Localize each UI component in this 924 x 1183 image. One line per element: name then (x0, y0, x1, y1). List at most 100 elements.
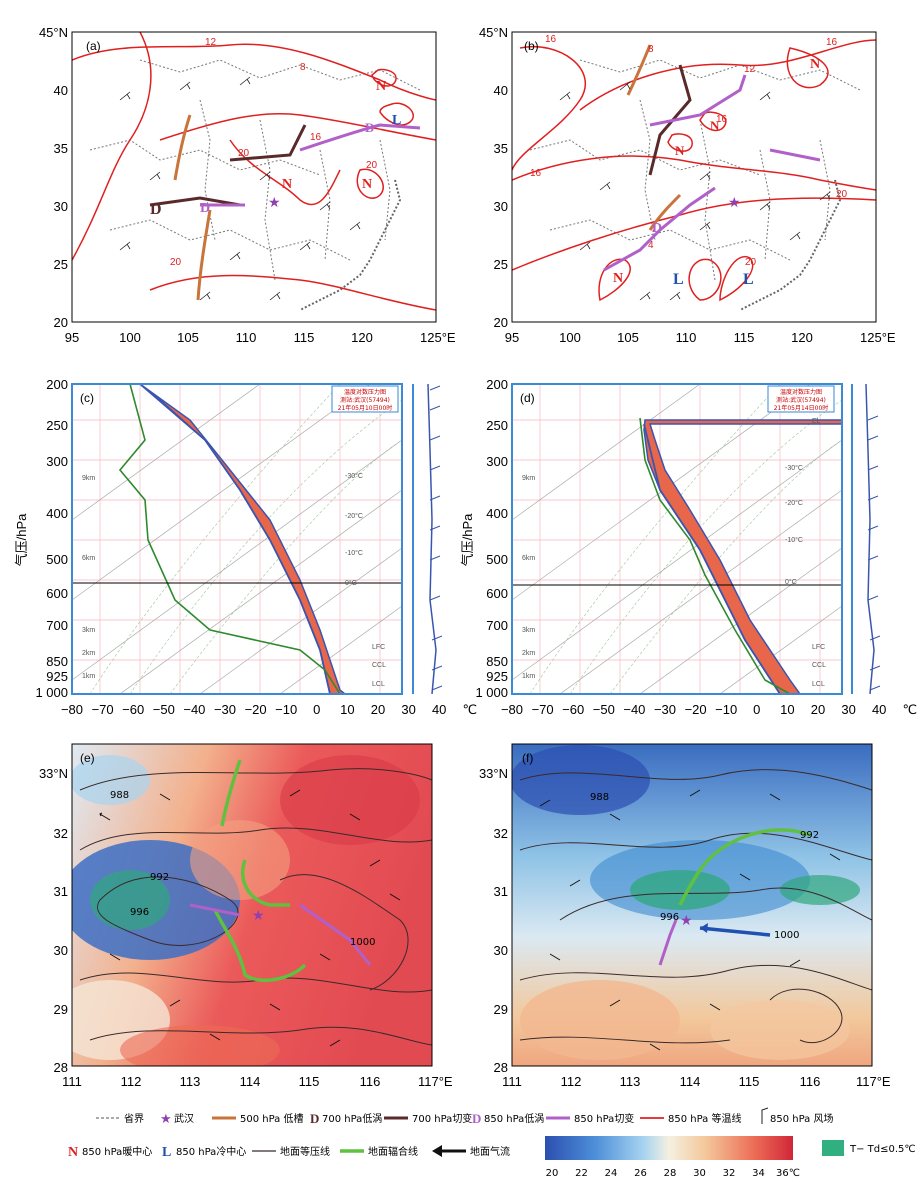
panel-b-lat-ticks: 45°N 40 35 30 25 20 (479, 25, 508, 330)
pressure-tick: 200 (46, 377, 68, 392)
colorbar-tick: 32 (723, 1168, 736, 1179)
panel-a-lon-ticks: 95 100 105 110 115 120 125°E (65, 330, 456, 345)
isobar-label: 988 (590, 792, 609, 803)
height-mark: 9km (82, 475, 95, 482)
shear-850-b2 (769, 148, 821, 162)
level-mark: CCL (812, 662, 826, 669)
lat-tick: 29 (494, 1002, 508, 1017)
warm-center-a1: N (282, 177, 292, 192)
lat-tick: 30 (54, 199, 68, 214)
convergence-line-e3 (213, 909, 307, 982)
panel-a-map: D D D N N N L ★ 12 8 16 20 20 20 (39, 25, 456, 345)
panel-b-map: D N N N N L L ★ 16 8 12 16 16 20 4 20 16 (479, 25, 896, 345)
height-mark: 9km (522, 475, 535, 482)
isobar-label: 1000 (350, 937, 375, 948)
legend-vortex700-symbol: D (310, 1111, 319, 1126)
lat-tick: 29 (54, 1002, 68, 1017)
pressure-tick: 700 (46, 618, 68, 633)
lon-tick: 111 (502, 1074, 522, 1089)
pressure-tick: 1 000 (475, 685, 508, 700)
panel-d-temp-ticks: −80 −70 −60 −50 −40 −30 −20 −10 0 10 20 30 40 ℃ (501, 702, 917, 717)
lon-tick: 125°E (420, 330, 456, 345)
isobar-label: 1000 (774, 930, 799, 941)
lat-tick: 28 (494, 1060, 508, 1075)
shear-850-e (299, 903, 372, 966)
panel-c-ylabel: 气压/hPa (14, 513, 29, 567)
lat-tick: 30 (494, 199, 508, 214)
height-mark: 2km (522, 650, 535, 657)
isotherm-label: 8 (648, 44, 654, 55)
lon-tick: 113 (620, 1074, 641, 1089)
isobars-f (519, 769, 872, 1044)
skewt-dry-adiabats-c (89, 384, 402, 694)
legend-flow-arrowhead (432, 1145, 442, 1157)
panel-e-frame (71, 743, 433, 1067)
map-b-contour-labels: 16 8 12 16 16 20 4 20 16 (530, 34, 848, 268)
panel-a-lat-ticks: 45°N 40 35 30 25 20 (39, 25, 68, 330)
lon-tick: 116 (360, 1074, 381, 1089)
temperature-tick: −80 (61, 702, 83, 717)
lat-tick: 31 (494, 884, 508, 899)
flow-arrowhead-f (700, 923, 708, 933)
skewt-isotherms-c (72, 384, 402, 694)
temperature-tick: −60 (562, 702, 584, 717)
colorbar-tick: 34 (752, 1168, 765, 1179)
temperature-tick: 30 (401, 702, 415, 717)
cold-center-b1: L (673, 271, 684, 288)
temperature-tick: −30 (654, 702, 676, 717)
temperature-tick: 10 (340, 702, 354, 717)
pressure-tick: 1 000 (35, 685, 68, 700)
height-mark: 2km (82, 650, 95, 657)
lat-tick: 25 (54, 257, 68, 272)
warm-center-b2: N (810, 57, 820, 72)
lat-tick: 32 (494, 826, 508, 841)
warm-center-b3: N (675, 143, 685, 158)
lat-tick: 35 (54, 141, 68, 156)
level-mark: CCL (372, 662, 386, 669)
pressure-tick: 600 (486, 586, 508, 601)
isotherm-label: 16 (530, 168, 542, 179)
el-mark: EL (812, 418, 821, 425)
level-mark: LCL (812, 681, 825, 688)
wuhan-star-b: ★ (728, 196, 741, 211)
temperature-curve-d (643, 423, 781, 694)
lat-tick: 33°N (479, 766, 508, 781)
province-boundaries-a (89, 59, 421, 281)
pressure-labels-e: 988 992 996 1000 (110, 790, 375, 948)
lat-tick: 30 (494, 943, 508, 958)
level-mark: LFC (372, 644, 385, 651)
isotherm-label: 16 (716, 114, 728, 125)
warm-center-b1: N (613, 271, 623, 286)
isotherm-label: 8 (300, 62, 306, 73)
wuhan-star-e: ★ (252, 909, 265, 924)
panel-a-label: (a) (86, 39, 101, 53)
legend-wind-barb-icon (761, 1107, 769, 1124)
cold-center-b2: L (743, 271, 754, 288)
lon-tick: 114 (240, 1074, 261, 1089)
colorbar-tick: 36℃ (776, 1168, 800, 1179)
isobar-label: 992 (150, 872, 169, 883)
temperature-tick: −40 (623, 702, 645, 717)
isotherm-label: 20 (366, 160, 378, 171)
lon-tick: 112 (121, 1074, 142, 1089)
temperature-tick: −20 (245, 702, 267, 717)
cold-center-a: L (392, 113, 401, 128)
lat-tick: 45°N (479, 25, 508, 40)
temperature-tick: 40 (872, 702, 886, 717)
shear-850-b3 (603, 186, 716, 272)
temperature-tick: 0 (753, 702, 760, 717)
isotherms-a (72, 32, 436, 311)
legend-wuhan-label: 武汉 (174, 1112, 194, 1125)
isotherm-label: 16 (545, 34, 557, 45)
legend-flow-label: 地面气流 (470, 1145, 510, 1158)
temperature-tick: 20 (811, 702, 825, 717)
panel-c-pressure-ticks: 200 250 300 400 500 600 700 850 925 1 00… (35, 377, 68, 700)
lon-tick: 112 (561, 1074, 582, 1089)
temperature-tick: −10 (715, 702, 737, 717)
legend-vortex700-label: 700 hPa低涡 (322, 1112, 382, 1125)
lat-tick: 31 (54, 884, 68, 899)
panel-d-frame (511, 383, 843, 695)
isotherm-label: 20 (836, 189, 848, 200)
pressure-tick: 600 (46, 586, 68, 601)
wind-barbs-b (559, 81, 831, 301)
